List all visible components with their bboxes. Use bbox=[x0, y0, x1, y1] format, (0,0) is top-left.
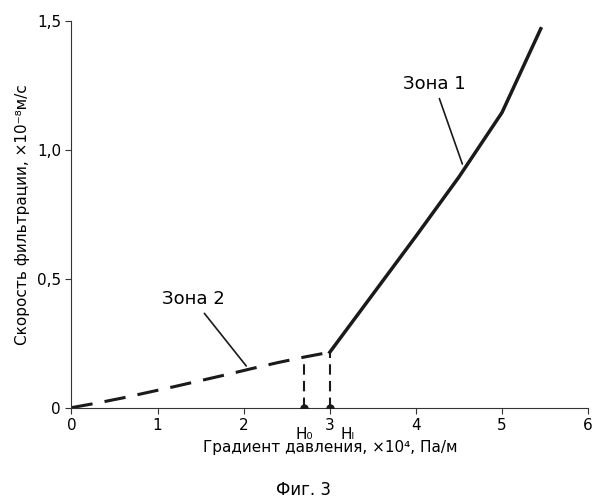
Text: Зона 1: Зона 1 bbox=[403, 75, 466, 164]
Text: Зона 2: Зона 2 bbox=[162, 290, 246, 366]
X-axis label: Градиент давления, ×10⁴, Па/м: Градиент давления, ×10⁴, Па/м bbox=[202, 440, 457, 455]
Text: H₀: H₀ bbox=[295, 427, 313, 442]
Y-axis label: Скорость фильтрации, ×10⁻⁸м/с: Скорость фильтрации, ×10⁻⁸м/с bbox=[15, 84, 30, 344]
Text: Hₗ: Hₗ bbox=[340, 427, 354, 442]
Text: Фиг. 3: Фиг. 3 bbox=[277, 481, 331, 499]
